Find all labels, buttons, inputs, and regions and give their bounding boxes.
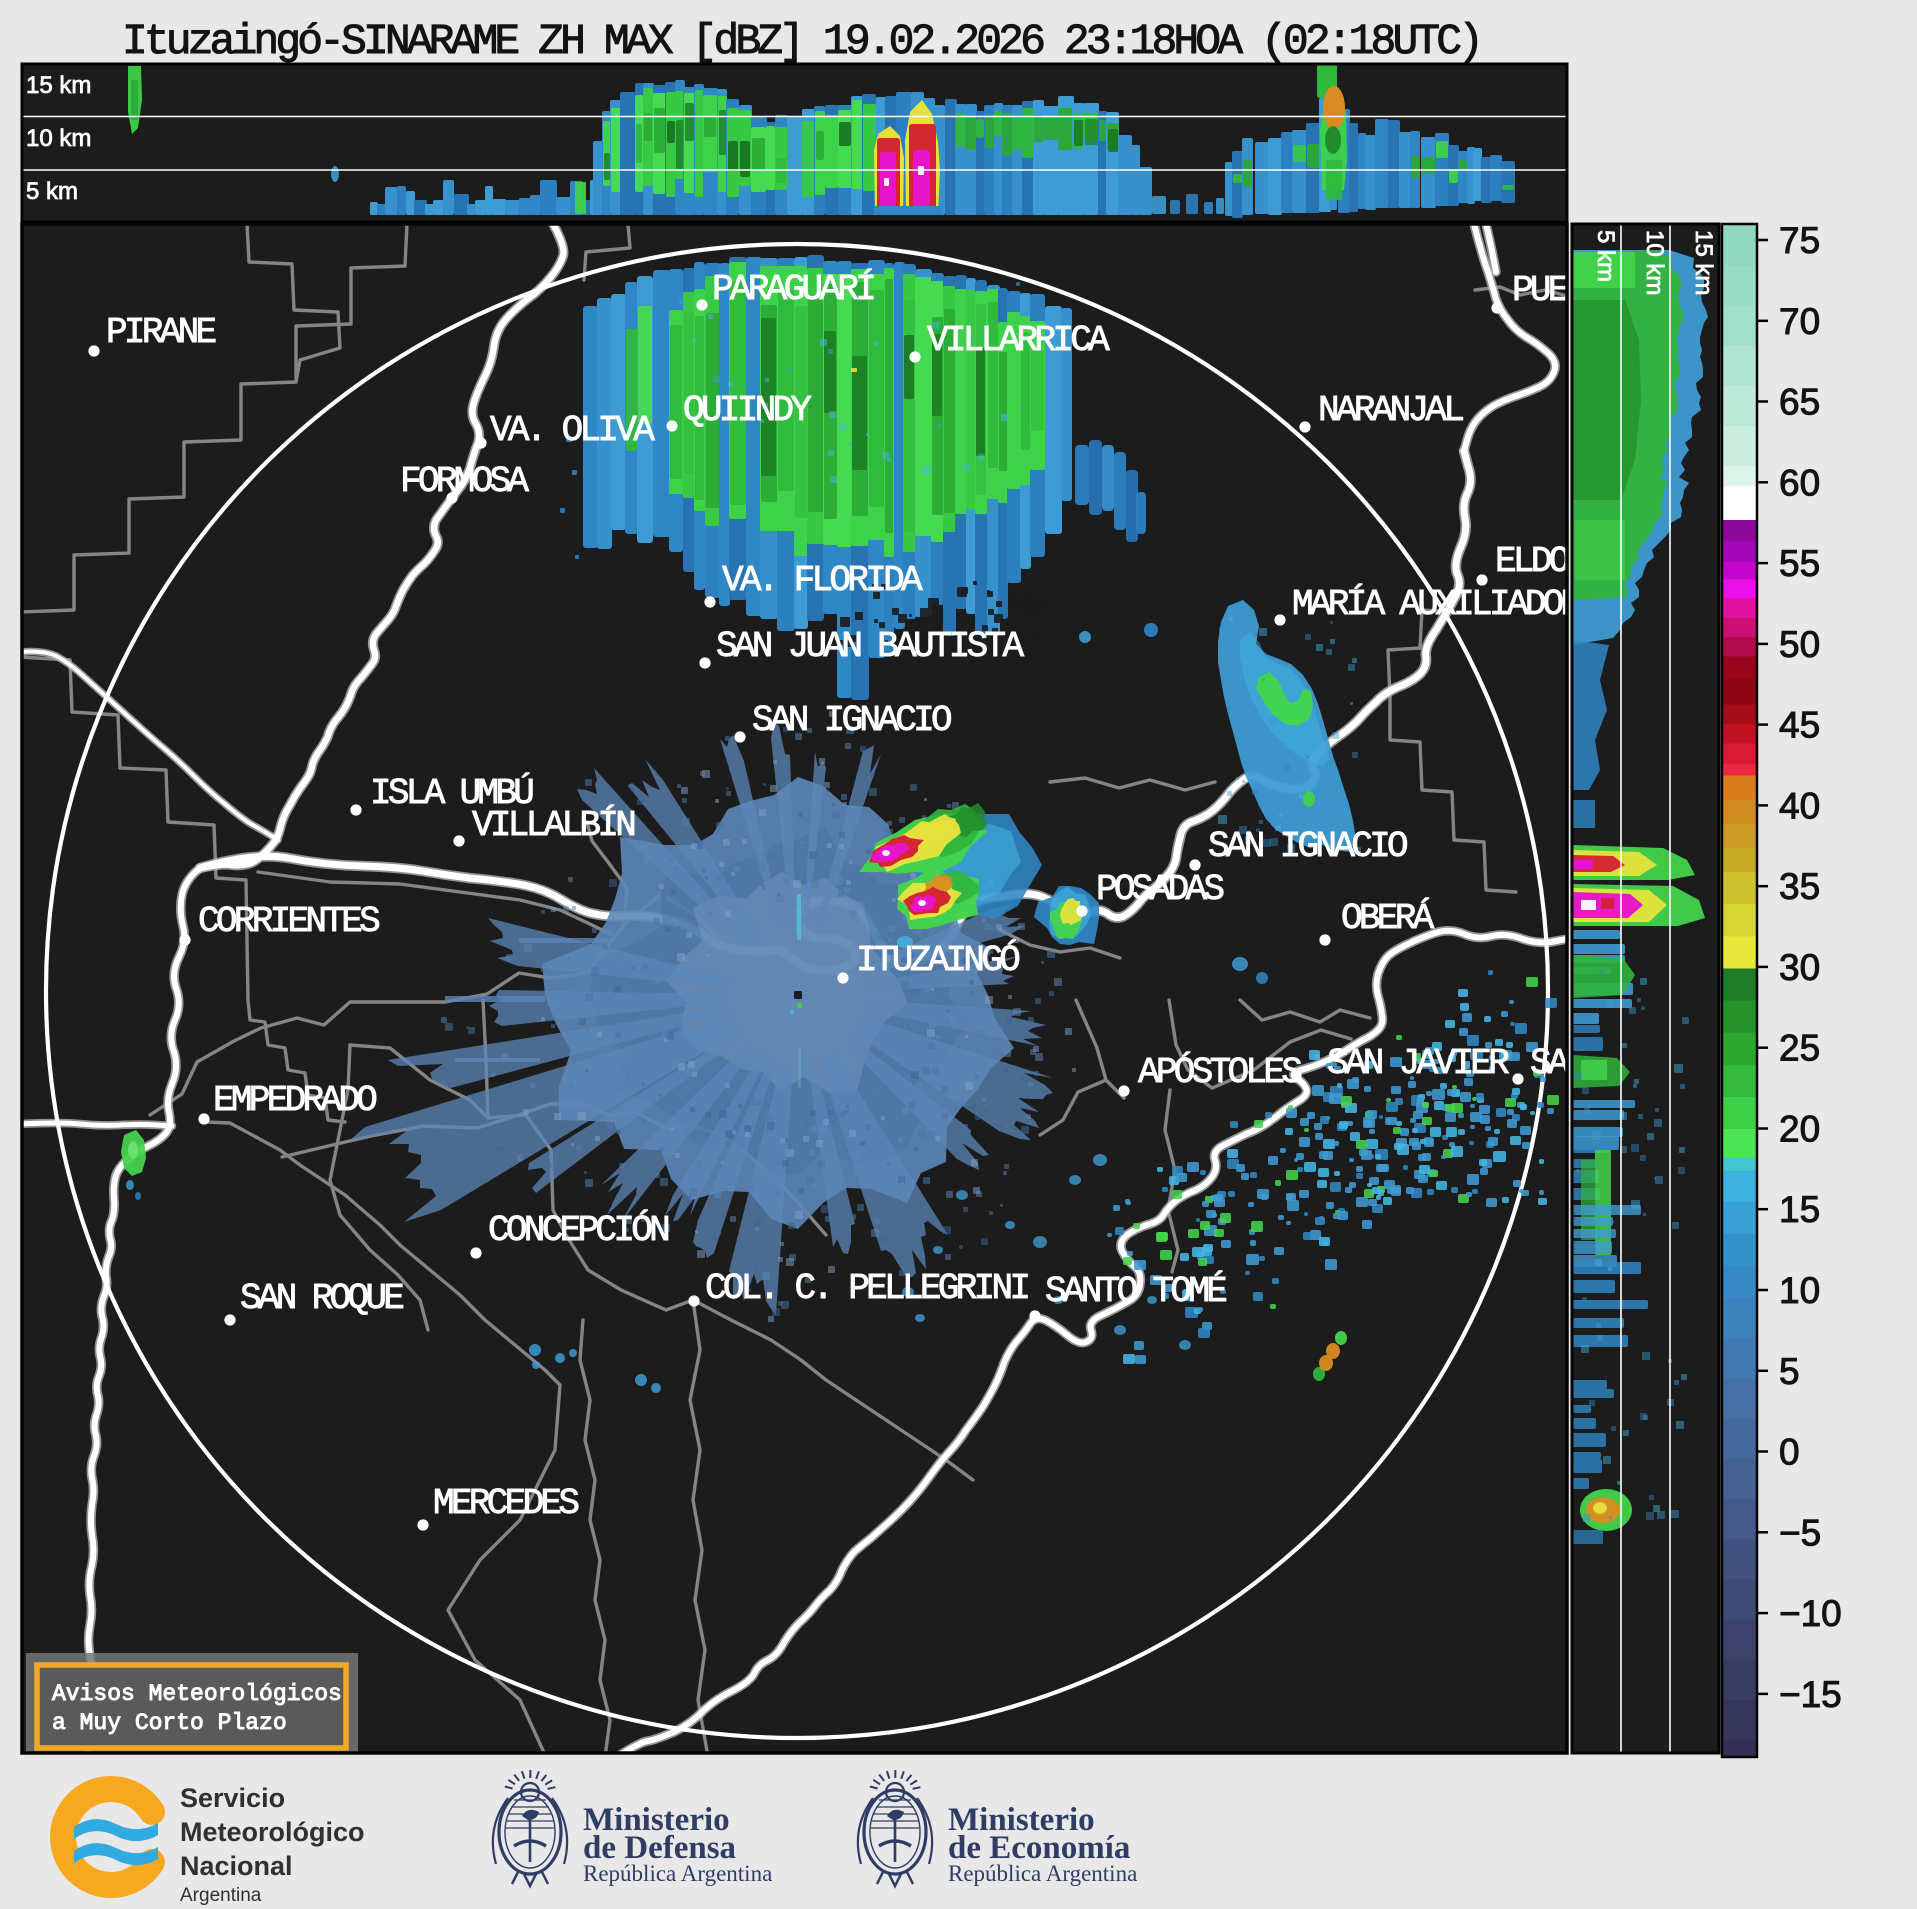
svg-text:75: 75 [1779, 220, 1820, 261]
svg-text:ITUZAINGÓ: ITUZAINGÓ [856, 938, 1019, 981]
svg-text:10: 10 [1779, 1270, 1820, 1311]
svg-text:15: 15 [1779, 1189, 1820, 1230]
svg-text:10 km: 10 km [1641, 230, 1668, 295]
svg-text:PARAGUARÍ: PARAGUARÍ [712, 268, 874, 310]
svg-text:SAN JAVIER: SAN JAVIER [1327, 1043, 1509, 1084]
svg-text:70: 70 [1779, 301, 1820, 342]
svg-text:de Economía: de Economía [948, 1830, 1130, 1866]
svg-text:VA. OLIVA: VA. OLIVA [490, 410, 655, 451]
svg-text:Meteorológico: Meteorológico [180, 1817, 365, 1847]
svg-text:CORRIENTES: CORRIENTES [198, 901, 379, 942]
svg-text:−10: −10 [1779, 1593, 1842, 1634]
svg-text:65: 65 [1779, 382, 1820, 423]
svg-text:45: 45 [1779, 705, 1820, 746]
svg-text:15 km: 15 km [26, 72, 91, 99]
svg-text:de Defensa: de Defensa [583, 1830, 736, 1866]
svg-text:40: 40 [1779, 785, 1820, 826]
svg-text:55: 55 [1779, 543, 1820, 584]
svg-text:VILLALBÍN: VILLALBÍN [472, 804, 634, 846]
svg-text:SANTO TOMÉ: SANTO TOMÉ [1045, 1270, 1226, 1312]
svg-text:ELDORADO: ELDORADO [1495, 541, 1640, 582]
svg-text:−15: −15 [1779, 1674, 1842, 1715]
svg-text:QUIINDY: QUIINDY [683, 390, 811, 431]
svg-text:VILLARRICA: VILLARRICA [927, 320, 1110, 361]
svg-text:Ministerio: Ministerio [583, 1802, 730, 1838]
svg-text:Avisos Meteorológicos: Avisos Meteorológicos [52, 1681, 342, 1707]
svg-text:5 km: 5 km [26, 178, 78, 205]
svg-text:Ituzaingó-SINARAME ZH MAX [dBZ: Ituzaingó-SINARAME ZH MAX [dBZ] 19.02.20… [122, 17, 1480, 66]
svg-text:35: 35 [1779, 866, 1820, 907]
svg-text:5 km: 5 km [1592, 230, 1619, 282]
svg-text:FORMOSA: FORMOSA [400, 461, 529, 502]
svg-text:Servicio: Servicio [180, 1783, 285, 1813]
svg-text:−5: −5 [1779, 1512, 1821, 1553]
svg-text:OBERÁ: OBERÁ [1341, 897, 1435, 939]
svg-text:60: 60 [1779, 462, 1820, 503]
svg-text:SAN IGNACIO: SAN IGNACIO [1208, 826, 1407, 867]
svg-text:10 km: 10 km [26, 125, 91, 152]
svg-text:NARANJAL: NARANJAL [1318, 390, 1463, 431]
svg-text:República Argentina: República Argentina [948, 1861, 1137, 1886]
svg-text:ISLA UMBÚ: ISLA UMBÚ [370, 771, 533, 814]
svg-text:15 km: 15 km [1690, 230, 1717, 295]
svg-text:CONCEPCIÓN: CONCEPCIÓN [488, 1208, 668, 1251]
svg-text:COL. C. PELLEGRINI: COL. C. PELLEGRINI [705, 1268, 1028, 1309]
svg-text:5: 5 [1779, 1351, 1800, 1392]
svg-text:50: 50 [1779, 624, 1820, 665]
svg-text:20: 20 [1779, 1108, 1820, 1149]
svg-text:APÓSTOLES: APÓSTOLES [1138, 1050, 1301, 1093]
svg-text:POSADAS: POSADAS [1096, 869, 1223, 910]
svg-text:MERCEDES: MERCEDES [433, 1483, 578, 1524]
svg-text:30: 30 [1779, 947, 1820, 988]
svg-text:Ministerio: Ministerio [948, 1802, 1095, 1838]
svg-text:0: 0 [1779, 1432, 1800, 1473]
svg-text:Nacional: Nacional [180, 1851, 293, 1881]
svg-text:EMPEDRADO: EMPEDRADO [213, 1080, 376, 1121]
svg-text:MARÍA AUXILIADORA: MARÍA AUXILIADORA [1292, 583, 1600, 625]
svg-text:VA. FLORIDA: VA. FLORIDA [722, 560, 923, 601]
svg-text:SAN IGNACIO: SAN IGNACIO [752, 700, 951, 741]
svg-text:República Argentina: República Argentina [583, 1861, 772, 1886]
svg-text:25: 25 [1779, 1028, 1820, 1069]
svg-text:SAN JUAN BAUTISTA: SAN JUAN BAUTISTA [716, 626, 1024, 667]
svg-text:SAN ROQUE: SAN ROQUE [240, 1278, 403, 1319]
svg-text:a Muy Corto Plazo: a Muy Corto Plazo [52, 1710, 287, 1736]
svg-text:SAN JAVIER: SAN JAVIER [1530, 1043, 1712, 1084]
svg-text:PIRANE: PIRANE [106, 312, 216, 353]
svg-text:PUERTO RICO: PUERTO RICO [1512, 270, 1711, 311]
svg-text:Argentina: Argentina [180, 1885, 262, 1906]
